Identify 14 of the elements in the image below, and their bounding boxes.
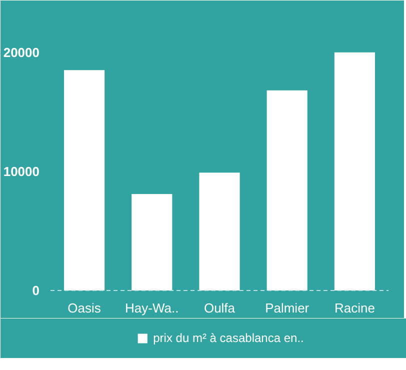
bar bbox=[132, 194, 172, 290]
x-tick-label: Oasis bbox=[68, 300, 102, 316]
x-tick-label: Racine bbox=[334, 300, 375, 316]
bar bbox=[266, 90, 308, 290]
bar bbox=[64, 70, 105, 290]
y-tick-label: 20000 bbox=[3, 44, 40, 60]
x-tick-label: Hay-Wa.. bbox=[125, 300, 179, 316]
legend-label: prix du m² à casablanca en.. bbox=[153, 331, 304, 345]
bar bbox=[199, 172, 240, 290]
y-tick-label: 0 bbox=[32, 283, 40, 298]
bar bbox=[334, 52, 375, 290]
y-tick-label: 10000 bbox=[3, 164, 40, 179]
x-tick-label: Palmier bbox=[265, 300, 310, 316]
x-tick-label: Oulfa bbox=[204, 300, 236, 316]
